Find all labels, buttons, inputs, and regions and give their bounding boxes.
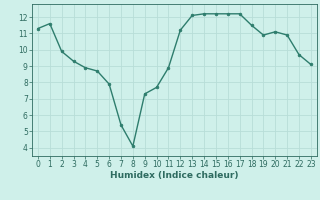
X-axis label: Humidex (Indice chaleur): Humidex (Indice chaleur) xyxy=(110,171,239,180)
